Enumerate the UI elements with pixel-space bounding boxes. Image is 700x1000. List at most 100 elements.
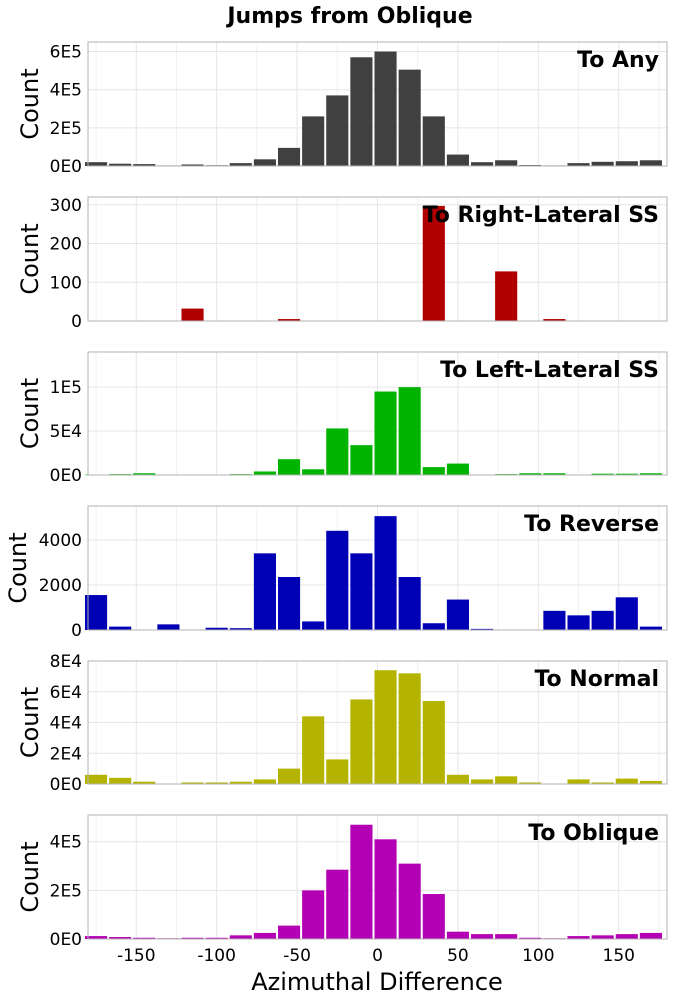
bar	[326, 428, 349, 475]
bar	[591, 473, 614, 475]
bar	[350, 57, 373, 167]
bar	[229, 628, 252, 630]
bar	[495, 160, 518, 166]
bar	[543, 610, 566, 630]
x-axis-label: Azimuthal Difference	[251, 968, 503, 996]
x-tick-label: 50	[447, 946, 469, 966]
panel-frame	[87, 505, 668, 631]
x-axis: -150 -100 -50 0 50 100 150	[117, 946, 635, 966]
bar	[253, 471, 276, 475]
bar	[470, 628, 494, 630]
bar	[205, 937, 228, 939]
bar	[398, 69, 421, 166]
bar	[543, 473, 566, 475]
y-tick-label: 0E0	[50, 775, 82, 795]
bar	[84, 162, 108, 166]
panel-frame	[87, 196, 668, 322]
bar	[519, 937, 542, 939]
bar	[277, 147, 301, 166]
panel-5: 0E0 2E5 4E5 To Oblique Count	[16, 814, 668, 950]
bar	[398, 577, 421, 630]
panel-label: To Reverse	[524, 512, 659, 537]
bar	[422, 700, 445, 784]
bar	[277, 768, 301, 784]
y-tick-label: 2E5	[50, 119, 82, 139]
bar	[567, 936, 590, 939]
y-tick-label: 2000	[39, 576, 82, 596]
bar	[133, 164, 156, 166]
bar	[326, 759, 349, 784]
bar	[181, 164, 204, 166]
panel-frame	[87, 660, 668, 785]
bar	[495, 271, 518, 321]
bar	[302, 621, 325, 630]
bar	[446, 774, 469, 784]
bar	[639, 160, 662, 166]
y-tick-label: 4E5	[50, 81, 82, 101]
bar	[229, 163, 252, 166]
y-tick-label: 8E4	[50, 652, 82, 672]
bar	[446, 599, 469, 630]
bar	[398, 387, 421, 475]
y-tick-label: 1E5	[50, 378, 82, 398]
bar	[615, 161, 638, 166]
y-tick-label: 6E5	[50, 43, 82, 63]
bar	[374, 839, 397, 939]
bar	[302, 716, 325, 784]
bar	[350, 553, 373, 630]
y-tick-label: 5E4	[50, 422, 82, 442]
bar	[615, 473, 638, 475]
bar	[350, 824, 373, 939]
bar	[326, 530, 349, 630]
bar	[591, 610, 614, 630]
bar	[446, 154, 469, 166]
bar	[109, 937, 132, 939]
panel-label: To Normal	[534, 667, 659, 692]
x-tick-label: -150	[117, 946, 156, 966]
bar	[519, 473, 542, 475]
bar	[422, 116, 445, 166]
x-tick-label: 150	[603, 946, 635, 966]
bar	[470, 162, 494, 166]
bar	[639, 780, 662, 784]
y-axis-label: Count	[16, 68, 44, 139]
bar	[422, 467, 445, 475]
bar	[109, 777, 132, 784]
panel-label: To Left-Lateral SS	[440, 358, 659, 383]
bar	[639, 932, 662, 939]
x-tick-label: -100	[197, 946, 236, 966]
bar	[229, 781, 252, 784]
y-tick-label: 4000	[39, 531, 82, 551]
bar	[374, 516, 397, 630]
y-axis-label: Count	[16, 841, 44, 912]
bar	[495, 776, 518, 784]
bar	[567, 615, 590, 630]
bar	[302, 116, 325, 166]
panel-1: 0 100 200 300 To Right-Lateral SS Count	[16, 196, 668, 332]
y-tick-label: 0E0	[50, 157, 82, 177]
y-tick-label: 0E0	[50, 930, 82, 950]
bar	[567, 163, 590, 166]
bar	[253, 779, 276, 784]
panel-3: 0 2000 4000 To Reverse Count	[4, 505, 668, 641]
bar	[446, 931, 469, 939]
bar	[519, 782, 542, 784]
bar	[84, 595, 108, 630]
bar	[133, 937, 156, 939]
y-tick-label: 0	[71, 312, 82, 332]
x-tick-label: 0	[372, 946, 383, 966]
bar	[567, 779, 590, 784]
bar	[84, 774, 108, 784]
bar	[398, 673, 421, 784]
bar	[374, 51, 397, 166]
bar	[253, 932, 276, 939]
y-axis-label: Count	[16, 378, 44, 449]
bar	[109, 163, 132, 166]
bar	[205, 627, 228, 630]
bar	[302, 890, 325, 939]
bar	[374, 670, 397, 784]
bar	[422, 894, 445, 939]
y-tick-label: 300	[50, 196, 82, 216]
panels: 0E0 2E5 4E5 6E5 To Any Count 0 100 200 300 To Righ…	[4, 41, 668, 950]
